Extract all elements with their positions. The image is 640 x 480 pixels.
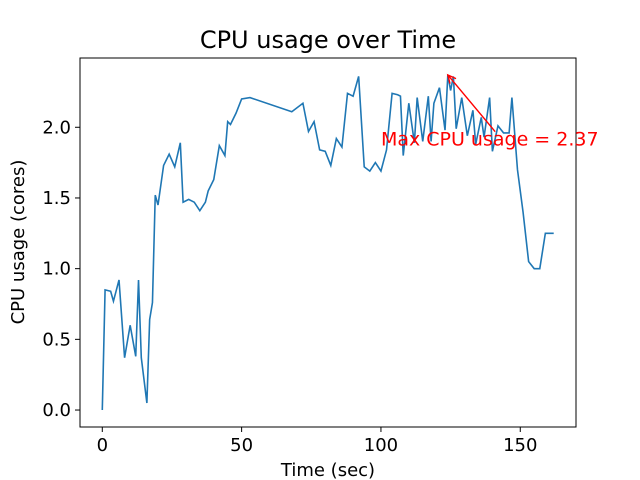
y-tick-label: 1.5	[42, 188, 71, 209]
y-tick-label: 0.5	[42, 329, 71, 350]
plot-area: 0 50 100 150 0.0 0.5 1.0 1.5 2.0 Max CPU usage …	[42, 57, 599, 456]
y-tick-label: 1.0	[42, 259, 71, 280]
plot-frame	[79, 57, 577, 428]
max-annotation: Max CPU usage = 2.37	[381, 73, 599, 151]
y-axis-ticks: 0.0 0.5 1.0 1.5 2.0	[42, 117, 80, 421]
x-axis-label: Time (sec)	[280, 460, 375, 480]
annotation-arrow-head	[446, 73, 457, 84]
x-tick-label: 0	[97, 435, 108, 456]
annotation-text: Max CPU usage = 2.37	[381, 129, 599, 151]
series-line	[101, 74, 554, 411]
x-axis-ticks: 0 50 100 150	[97, 427, 537, 456]
x-tick-label: 100	[364, 435, 398, 456]
x-tick-label: 150	[503, 435, 537, 456]
y-axis-label: CPU usage (cores)	[8, 160, 29, 325]
annotation-arrow-line	[447, 74, 496, 133]
chart-title: CPU usage over Time	[200, 26, 456, 54]
x-tick-label: 50	[230, 435, 253, 456]
y-tick-label: 0.0	[42, 400, 71, 421]
y-tick-label: 2.0	[42, 117, 71, 138]
